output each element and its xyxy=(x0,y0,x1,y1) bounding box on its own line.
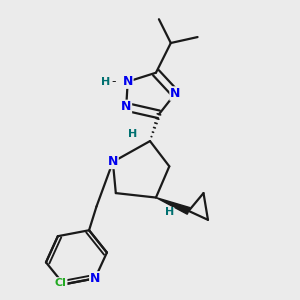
Polygon shape xyxy=(156,198,190,214)
Text: N: N xyxy=(108,155,118,168)
Text: H: H xyxy=(165,207,174,218)
Text: H: H xyxy=(101,76,110,87)
Text: -: - xyxy=(111,75,116,88)
Text: Cl: Cl xyxy=(55,278,67,288)
Text: N: N xyxy=(122,75,133,88)
Text: N: N xyxy=(121,100,131,113)
Text: H: H xyxy=(128,129,137,139)
Text: N: N xyxy=(170,87,181,100)
Text: N: N xyxy=(90,272,100,285)
